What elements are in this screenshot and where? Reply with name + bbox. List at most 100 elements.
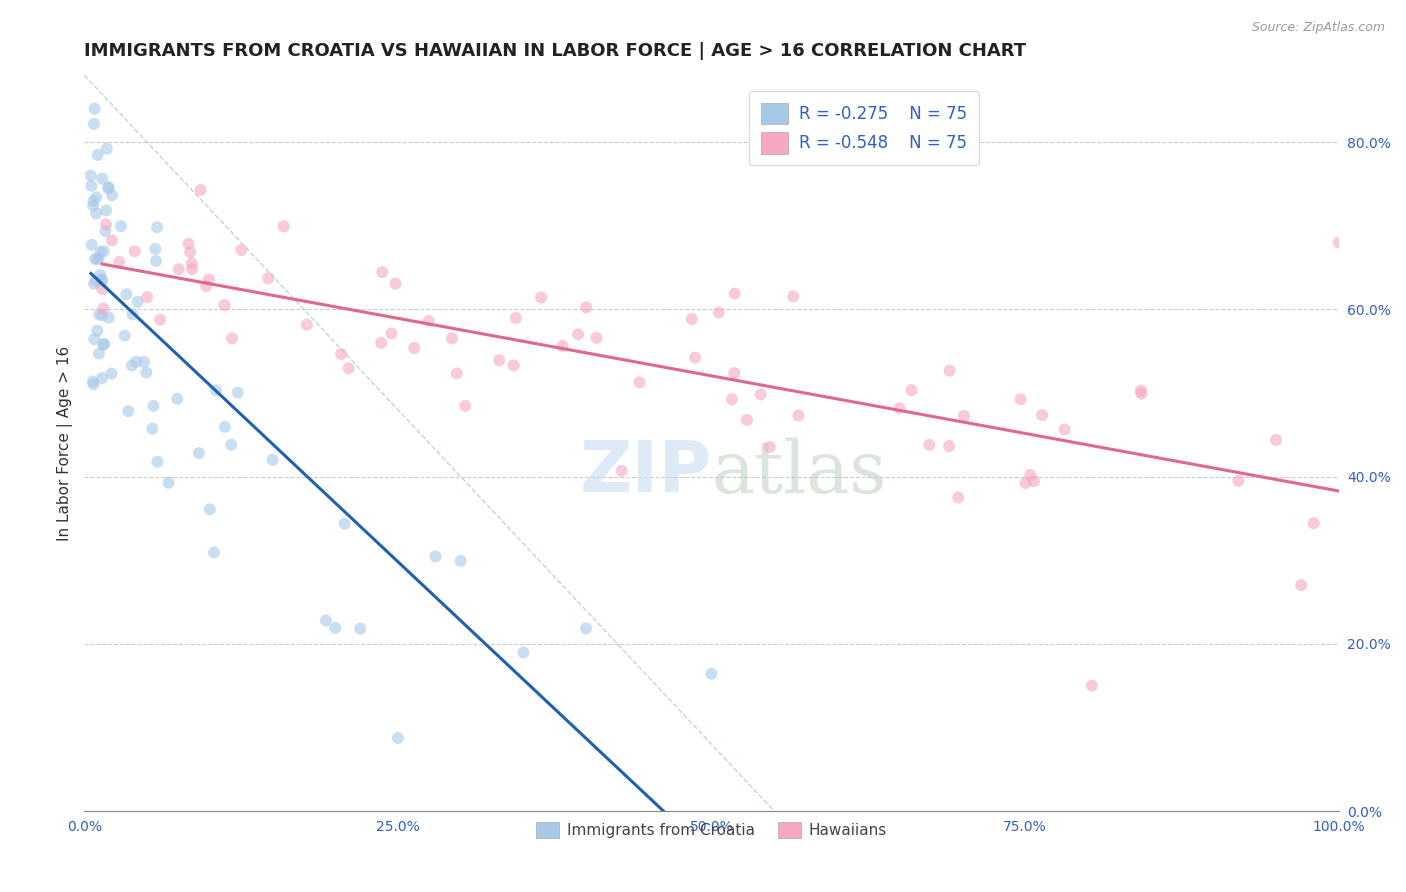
Point <box>333 516 356 531</box>
Point <box>450 554 472 568</box>
Point <box>505 310 527 325</box>
Point <box>759 440 782 454</box>
Point <box>315 614 337 628</box>
Point <box>262 453 284 467</box>
Point <box>628 376 651 390</box>
Point <box>93 244 115 259</box>
Point <box>735 413 758 427</box>
Point <box>721 392 744 407</box>
Point <box>273 219 295 234</box>
Point <box>195 279 218 293</box>
Point <box>97 310 120 325</box>
Point <box>187 446 209 460</box>
Point <box>97 180 120 194</box>
Point <box>337 361 360 376</box>
Point <box>440 331 463 345</box>
Point <box>86 252 108 266</box>
Point <box>100 367 122 381</box>
Point <box>80 237 103 252</box>
Point <box>551 339 574 353</box>
Point <box>323 621 346 635</box>
Point <box>1129 384 1152 398</box>
Point <box>371 265 394 279</box>
Point <box>83 102 105 116</box>
Point <box>707 305 730 319</box>
Point <box>749 387 772 401</box>
Point <box>231 243 253 257</box>
Point <box>214 420 236 434</box>
Point <box>145 254 167 268</box>
Point <box>166 392 188 406</box>
Point <box>87 252 110 266</box>
Point <box>108 255 131 269</box>
Point <box>90 272 112 286</box>
Point <box>181 262 204 277</box>
Text: ZIP: ZIP <box>579 438 711 508</box>
Point <box>567 327 589 342</box>
Point <box>114 328 136 343</box>
Point <box>91 337 114 351</box>
Point <box>86 148 108 162</box>
Point <box>918 438 941 452</box>
Point <box>530 290 553 304</box>
Y-axis label: In Labor Force | Age > 16: In Labor Force | Age > 16 <box>58 345 73 541</box>
Point <box>125 354 148 368</box>
Point <box>1019 467 1042 482</box>
Point <box>124 244 146 259</box>
Point <box>384 277 406 291</box>
Point <box>101 233 124 247</box>
Point <box>83 117 105 131</box>
Point <box>418 314 440 328</box>
Point <box>83 194 105 208</box>
Point <box>84 206 107 220</box>
Point <box>157 475 180 490</box>
Point <box>190 183 212 197</box>
Point <box>1265 433 1288 447</box>
Point <box>446 367 468 381</box>
Point <box>349 622 371 636</box>
Text: Source: ZipAtlas.com: Source: ZipAtlas.com <box>1251 21 1385 34</box>
Point <box>110 219 132 233</box>
Point <box>1081 679 1104 693</box>
Point <box>1031 408 1053 422</box>
Point <box>330 347 353 361</box>
Point <box>1130 386 1153 401</box>
Point <box>1053 422 1076 436</box>
Point <box>683 351 706 365</box>
Point <box>167 262 190 277</box>
Point <box>142 399 165 413</box>
Text: IMMIGRANTS FROM CROATIA VS HAWAIIAN IN LABOR FORCE | AGE > 16 CORRELATION CHART: IMMIGRANTS FROM CROATIA VS HAWAIIAN IN L… <box>84 42 1026 60</box>
Point <box>938 364 960 378</box>
Point <box>948 491 970 505</box>
Point <box>1289 578 1312 592</box>
Point <box>787 409 810 423</box>
Point <box>370 335 392 350</box>
Point <box>84 252 107 266</box>
Point <box>425 549 447 564</box>
Point <box>198 502 221 516</box>
Point <box>141 422 163 436</box>
Point <box>136 290 159 304</box>
Point <box>87 346 110 360</box>
Point <box>132 355 155 369</box>
Point <box>145 242 167 256</box>
Point <box>226 385 249 400</box>
Point <box>97 181 120 195</box>
Point <box>121 307 143 321</box>
Point <box>205 384 228 398</box>
Point <box>585 331 607 345</box>
Point <box>723 366 745 380</box>
Point <box>83 277 105 291</box>
Point <box>512 645 534 659</box>
Point <box>681 312 703 326</box>
Point <box>454 399 477 413</box>
Point <box>96 142 118 156</box>
Point <box>89 244 111 259</box>
Text: atlas: atlas <box>711 437 887 508</box>
Point <box>90 308 112 322</box>
Point <box>90 274 112 288</box>
Point <box>202 545 225 559</box>
Point <box>197 272 219 286</box>
Point <box>1302 516 1324 531</box>
Point <box>387 731 409 745</box>
